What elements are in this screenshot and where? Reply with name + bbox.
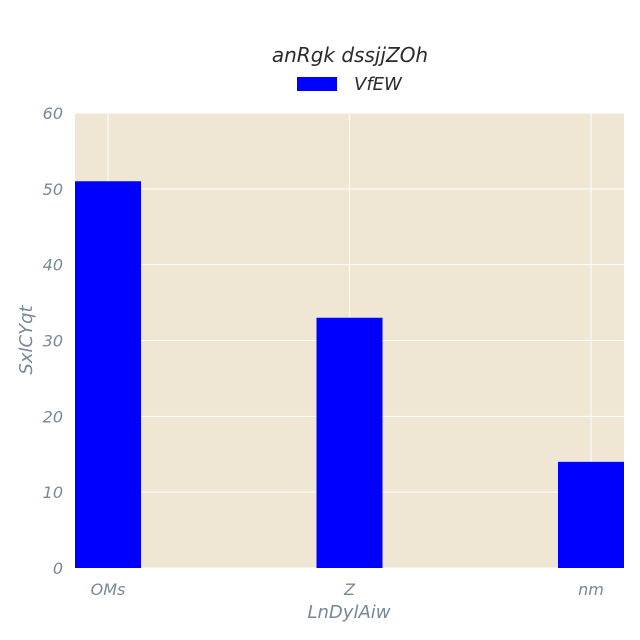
y-tick-label: 20 (43, 407, 63, 426)
bar-Z (316, 317, 383, 568)
bar-OMs (75, 181, 141, 568)
x-tick-label: Z (343, 580, 356, 599)
bar-nm (558, 461, 624, 568)
x-tick-label: OMs (91, 580, 126, 599)
y-axis-ticks: 0 10 20 30 40 50 60 (43, 104, 63, 578)
legend-swatch (297, 77, 337, 91)
legend: VfEW (297, 74, 403, 95)
legend-label: VfEW (354, 74, 403, 95)
y-tick-label: 0 (53, 559, 63, 578)
x-tick-label: nm (578, 580, 604, 599)
bars (75, 181, 624, 568)
y-tick-label: 30 (43, 332, 63, 351)
chart-title: anRgk dssjjZOh (272, 43, 428, 67)
y-tick-label: 40 (43, 256, 63, 275)
y-tick-label: 50 (43, 180, 63, 199)
y-tick-label: 10 (43, 483, 63, 502)
x-axis-label: LnDylAiw (308, 602, 391, 623)
y-tick-label: 60 (43, 104, 63, 123)
y-axis-label: SxlCYqt (16, 305, 37, 375)
